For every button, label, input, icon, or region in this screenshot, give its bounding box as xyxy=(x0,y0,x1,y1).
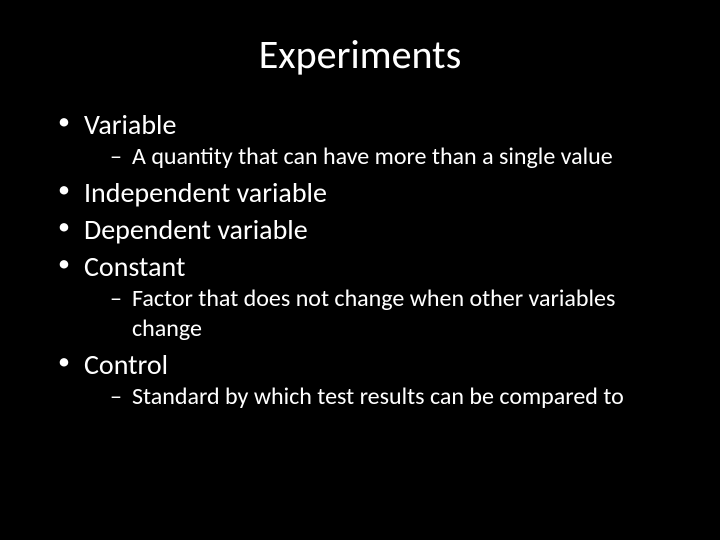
sub-bullet-list: A quantity that can have more than a sin… xyxy=(84,142,684,171)
bullet-label: Control xyxy=(84,347,168,382)
sub-bullet-item: A quantity that can have more than a sin… xyxy=(110,142,684,171)
bullet-item: Independent variable xyxy=(58,175,684,210)
bullet-label: Dependent variable xyxy=(84,212,308,247)
slide-title: Experiments xyxy=(36,30,684,79)
bullet-label: Constant xyxy=(84,249,185,284)
sub-bullet-list: Standard by which test results can be co… xyxy=(84,382,684,411)
bullet-item: Dependent variable xyxy=(58,212,684,247)
bullet-label: Independent variable xyxy=(84,175,327,210)
bullet-item: Control Standard by which test results c… xyxy=(58,347,684,411)
bullet-label: Variable xyxy=(84,107,176,142)
bullet-list: Variable A quantity that can have more t… xyxy=(36,107,684,411)
slide: Experiments Variable A quantity that can… xyxy=(0,0,720,540)
bullet-item: Constant Factor that does not change whe… xyxy=(58,249,684,343)
sub-bullet-item: Factor that does not change when other v… xyxy=(110,284,684,343)
sub-bullet-item: Standard by which test results can be co… xyxy=(110,382,684,411)
sub-bullet-list: Factor that does not change when other v… xyxy=(84,284,684,343)
bullet-item: Variable A quantity that can have more t… xyxy=(58,107,684,171)
